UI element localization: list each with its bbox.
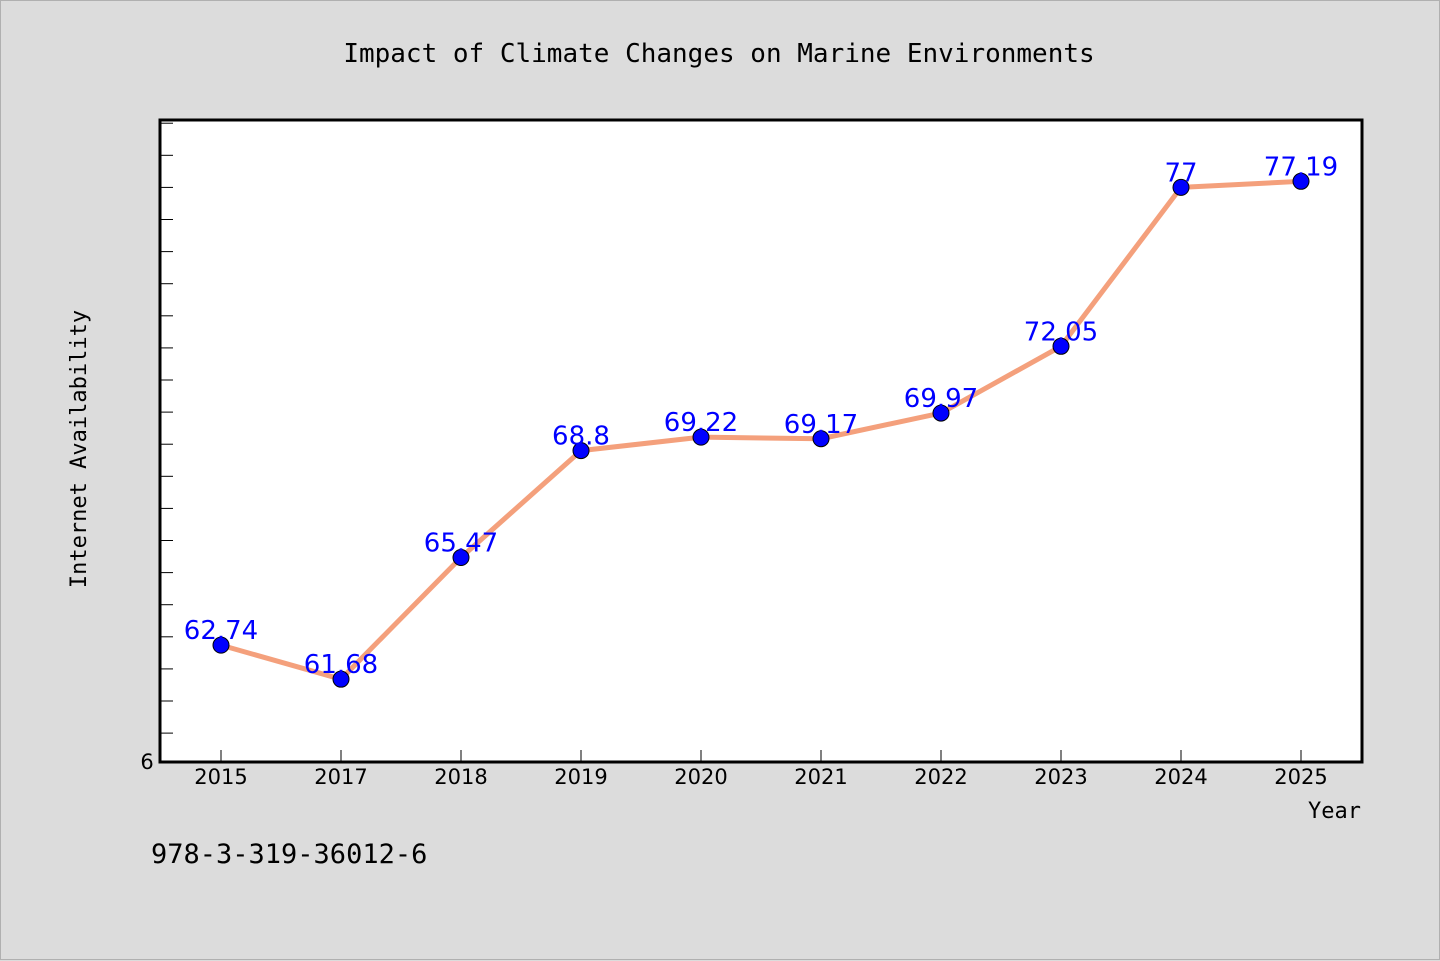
x-tick-label: 2022 [914,765,967,789]
data-markers [212,172,1310,688]
x-tick-label: 2019 [554,765,607,789]
data-point-marker [1172,178,1190,196]
data-label: 77 [1164,158,1197,188]
data-label: 68.8 [552,422,610,452]
data-point-marker [1292,172,1310,190]
chart-title: Impact of Climate Changes on Marine Envi… [343,39,1094,69]
plot-frame [158,118,1364,764]
data-point-marker [452,549,470,567]
y-axis-label: Internet Availability [67,310,92,588]
x-tick-label: 2023 [1034,765,1087,789]
x-tick-label: 2017 [314,765,367,789]
x-tick-labels: 2015 2017 2018 2019 2020 2021 2022 2023 2024 2025 [194,765,1327,789]
data-label: 69.97 [904,384,978,414]
data-label: 62.74 [184,616,258,646]
y-tick-label: 6 [140,750,153,774]
x-tick-label: 2021 [794,765,847,789]
data-label: 61.68 [304,650,378,680]
data-label: 69.22 [664,408,738,438]
x-tick-label: 2024 [1154,765,1207,789]
data-point-marker [572,442,590,460]
data-labels: 62.74 61.68 65.47 68.8 69.22 69.17 69.97 72.05 7… [184,152,1338,680]
axis-ticks [160,122,1302,762]
data-label: 65.47 [424,529,498,559]
series-line-layer [220,178,1302,682]
book-identifier: 978-3-319-36012-6 [151,839,427,870]
data-point-marker [332,670,350,688]
x-tick-label: 2015 [194,765,247,789]
data-point-marker [692,428,710,446]
x-axis-label: Year [1308,799,1361,824]
x-tick-label: 2025 [1274,765,1327,789]
data-label: 77.19 [1264,152,1338,182]
data-point-marker [812,430,830,448]
x-tick-label: 2020 [674,765,727,789]
data-point-marker [212,636,230,654]
data-label: 69.17 [784,410,858,440]
data-point-marker [1052,337,1070,355]
plot-area [160,120,1362,762]
x-tick-label: 2018 [434,765,487,789]
data-label: 72.05 [1024,317,1098,347]
series-line [220,178,1302,682]
data-point-marker [932,404,950,422]
